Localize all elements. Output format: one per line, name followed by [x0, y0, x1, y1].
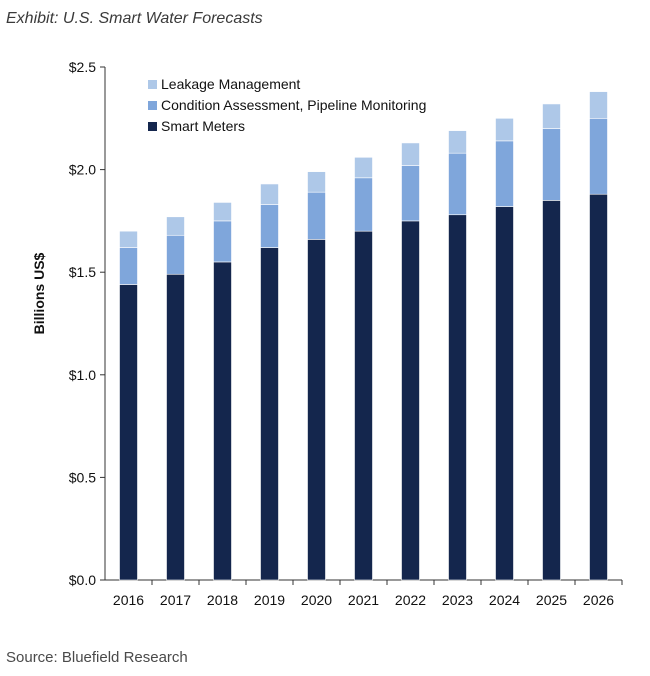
y-axis-label: Billions US$ [31, 252, 47, 334]
bar-segment [307, 239, 326, 581]
legend-label: Smart Meters [161, 118, 245, 134]
stacked-bar-chart: $0.0 $0.5 $1.0 $1.5 $2.0 $2.5 Billions US$ 2016… [31, 59, 623, 608]
bar-segment [307, 171, 326, 193]
x-tick-label: 2019 [254, 592, 285, 608]
exhibit-title: Exhibit: U.S. Smart Water Forecasts [6, 10, 263, 27]
bar-segment [542, 200, 561, 581]
bar-segment [119, 284, 138, 581]
legend-swatch [148, 80, 157, 89]
y-tick-label: $1.0 [69, 367, 96, 383]
bar-segment [401, 165, 420, 222]
bar-segment [213, 220, 232, 263]
x-tick-label: 2020 [301, 592, 332, 608]
bar-segment [448, 130, 467, 154]
bar-segment [495, 206, 514, 581]
bar-segment [166, 273, 185, 581]
legend-label: Leakage Management [161, 76, 300, 92]
y-tick-label: $0.5 [69, 469, 96, 485]
bar-segment [589, 193, 608, 581]
bar-segment [166, 234, 185, 275]
y-tick-label: $1.5 [69, 264, 96, 280]
y-tick-label: $2.5 [69, 59, 96, 75]
x-tick-label: 2021 [348, 592, 379, 608]
x-tick-label: 2024 [489, 592, 520, 608]
bar-segment [401, 220, 420, 581]
x-tick-label: 2017 [160, 592, 191, 608]
y-tick-label: $0.0 [69, 572, 96, 588]
legend-swatch [148, 122, 157, 131]
bar-segment [260, 204, 279, 248]
x-tick-label: 2018 [207, 592, 238, 608]
chart-legend: Leakage Management Condition Assessment, … [148, 76, 426, 134]
bar-segment [119, 247, 138, 285]
bar-segment [260, 183, 279, 205]
bar-segment [307, 191, 326, 240]
bar-segment [166, 216, 185, 236]
x-tick-label: 2023 [442, 592, 473, 608]
bar-segment [354, 177, 373, 232]
bar-segment [589, 118, 608, 195]
y-tick-label: $2.0 [69, 162, 96, 178]
chart-axes: $0.0 $0.5 $1.0 $1.5 $2.0 $2.5 Billions US$ 2016… [31, 59, 623, 608]
bar-segment [448, 152, 467, 216]
x-tick-label: 2016 [113, 592, 144, 608]
bar-segment [495, 118, 514, 142]
bar-segment [213, 202, 232, 222]
x-tick-label: 2026 [583, 592, 614, 608]
bar-segment [354, 156, 373, 179]
bar-segment [495, 140, 514, 207]
bar-segment [119, 230, 138, 248]
x-tick-label: 2022 [395, 592, 426, 608]
bar-segment [589, 91, 608, 119]
bar-segment [542, 128, 561, 201]
legend-swatch [148, 101, 157, 110]
bar-segment [354, 230, 373, 581]
legend-label: Condition Assessment, Pipeline Monitorin… [161, 97, 426, 113]
source-note: Source: Bluefield Research [6, 649, 188, 666]
bar-segment [448, 214, 467, 581]
bar-segment [401, 142, 420, 166]
bar-segment [542, 103, 561, 129]
bar-segment [260, 247, 279, 581]
x-tick-label: 2025 [536, 592, 567, 608]
chart-bars [119, 91, 608, 581]
bar-segment [213, 261, 232, 581]
